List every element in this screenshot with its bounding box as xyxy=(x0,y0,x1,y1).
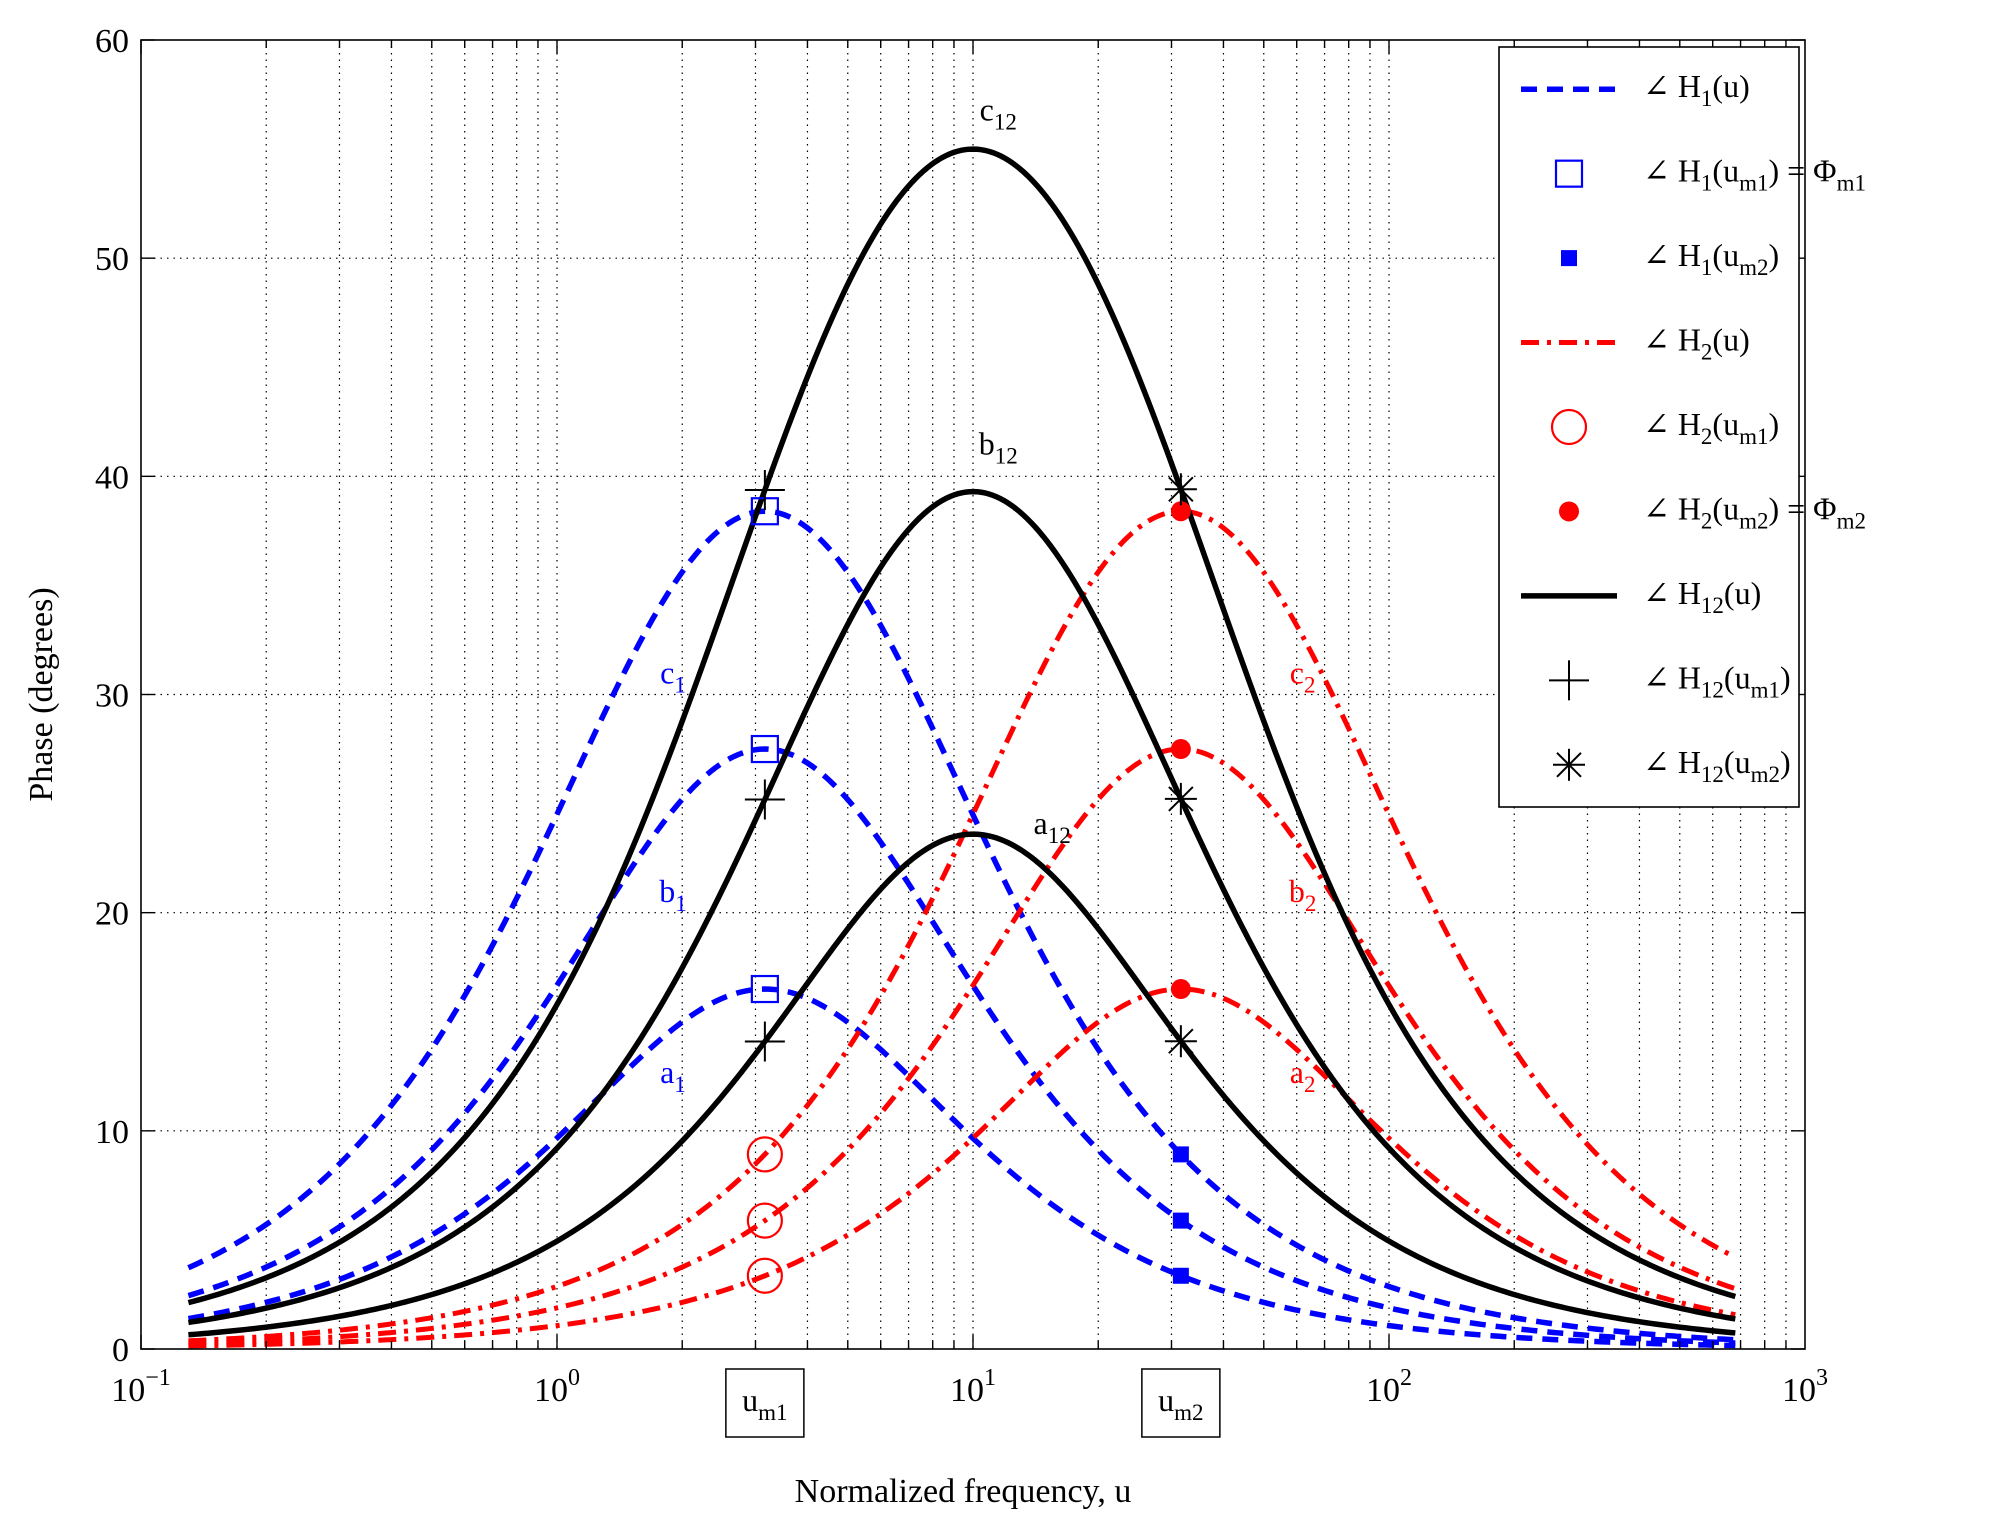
x-tick-label: 103 xyxy=(1782,1365,1828,1409)
marker-open-circle xyxy=(746,1202,783,1239)
curve-label-c12: c12 xyxy=(980,92,1017,135)
curve-label-b1: b1 xyxy=(659,873,687,916)
curve-label-a2: a2 xyxy=(1290,1054,1316,1097)
curve-label-b2: b2 xyxy=(1289,873,1317,916)
legend-label: ∠ H1(u) xyxy=(1643,68,1750,111)
curve-annotations: c1 b1 a1 c2 b2 a2 c12 b12 a12 xyxy=(659,92,1316,1097)
y-tick-label: 40 xyxy=(95,459,129,496)
y-tick-label: 60 xyxy=(95,23,129,60)
y-tick-label: 10 xyxy=(95,1114,129,1151)
axis-labels: Normalized frequency, u Phase (degrees) xyxy=(23,587,1131,1510)
x-axis-label: Normalized frequency, u xyxy=(795,1473,1132,1510)
legend-item: ∠ H2(u) xyxy=(1521,322,1750,365)
x-marker-box xyxy=(725,1368,805,1438)
y-tick-label: 0 xyxy=(112,1332,129,1369)
marker-open-circle xyxy=(746,1136,783,1173)
x-marker-label: um2 xyxy=(1158,1382,1203,1425)
curve-label-c2: c2 xyxy=(1290,655,1316,698)
legend-swatch xyxy=(1554,159,1584,188)
marker-plus xyxy=(744,1021,785,1062)
y-tick-label: 50 xyxy=(95,241,129,278)
y-tick-label: 20 xyxy=(95,896,129,933)
curves xyxy=(187,146,1737,1349)
series-line-a1 xyxy=(187,986,1736,1349)
legend-swatch xyxy=(1550,408,1588,446)
marker-open-square xyxy=(750,974,779,1004)
legend-label: ∠ H2(u) xyxy=(1643,322,1750,365)
legend-item: ∠ H1(um1) = Φm1 xyxy=(1554,153,1866,196)
series-line-a12 xyxy=(188,831,1736,1338)
marker-asterisk xyxy=(1164,782,1197,815)
legend-label: ∠ H2(um1) xyxy=(1643,406,1779,449)
legend-label: ∠ H12(um2) xyxy=(1643,744,1791,787)
x-tick-label: 10−1 xyxy=(111,1365,171,1409)
markers xyxy=(744,469,1197,1294)
x-tick-label: 101 xyxy=(950,1365,996,1409)
legend-label: ∠ H1(um2) xyxy=(1643,237,1779,280)
marker-filled-circle xyxy=(1170,739,1191,760)
legend-item: ∠ H12(um2) xyxy=(1553,744,1791,787)
series-line-b12 xyxy=(187,488,1736,1326)
legend: ∠ H1(u) ∠ H1(um1) = Φm1 ∠ H1(um2) ∠ H2(u) ∠ … xyxy=(1498,46,1866,808)
curve-label-a12: a12 xyxy=(1034,805,1071,848)
series-line-b1 xyxy=(187,746,1736,1346)
legend-label: ∠ H2(um2) = Φm2 xyxy=(1643,490,1866,533)
marker-filled-square xyxy=(1172,1212,1189,1229)
marker-filled-square xyxy=(1172,1267,1189,1284)
curve-label-b12: b12 xyxy=(979,426,1018,469)
curve-label-a1: a1 xyxy=(660,1054,686,1097)
legend-item: ∠ H2(um2) = Φm2 xyxy=(1559,490,1866,533)
series-line-c1 xyxy=(187,508,1736,1343)
marker-open-square xyxy=(750,734,779,764)
legend-swatch xyxy=(1549,660,1589,701)
legend-item: ∠ H1(u) xyxy=(1521,68,1750,111)
x-tick-label: 102 xyxy=(1366,1365,1412,1409)
x-marker-box xyxy=(1141,1368,1221,1438)
legend-item: ∠ H12(u) xyxy=(1521,575,1761,618)
grid xyxy=(141,40,1805,1349)
legend-item: ∠ H12(um1) xyxy=(1549,659,1791,702)
x-tick-label: 100 xyxy=(534,1365,580,1409)
legend-swatch xyxy=(1553,748,1585,781)
legend-swatch xyxy=(1561,250,1577,267)
marker-filled-circle xyxy=(1170,979,1191,1000)
series-line-b2 xyxy=(188,746,1737,1347)
marker-asterisk xyxy=(1164,473,1197,506)
series-line-c2 xyxy=(188,508,1737,1344)
marker-filled-circle xyxy=(1170,501,1191,522)
x-marker-label: um1 xyxy=(742,1382,787,1425)
legend-label: ∠ H1(um1) = Φm1 xyxy=(1643,153,1866,196)
marker-plus xyxy=(744,469,785,510)
y-axis-label: Phase (degrees) xyxy=(23,587,60,801)
series-line-a2 xyxy=(188,986,1736,1349)
legend-item: ∠ H2(um1) xyxy=(1550,406,1779,449)
marker-open-circle xyxy=(746,1257,783,1294)
legend-swatch xyxy=(1559,501,1579,522)
legend-item: ∠ H1(um2) xyxy=(1561,237,1779,280)
y-tick-label: 30 xyxy=(95,678,129,715)
marker-filled-square xyxy=(1172,1146,1189,1163)
axis-ticks: 0 10 20 30 40 50 60 10−1 100 101 102 103 um1 um2 xyxy=(95,23,1828,1438)
marker-asterisk xyxy=(1164,1025,1197,1058)
legend-label: ∠ H12(u) xyxy=(1643,575,1761,618)
legend-label: ∠ H12(um1) xyxy=(1643,659,1791,702)
series-line-c12 xyxy=(187,146,1737,1306)
marker-plus xyxy=(744,779,785,820)
curve-label-c1: c1 xyxy=(660,655,686,698)
